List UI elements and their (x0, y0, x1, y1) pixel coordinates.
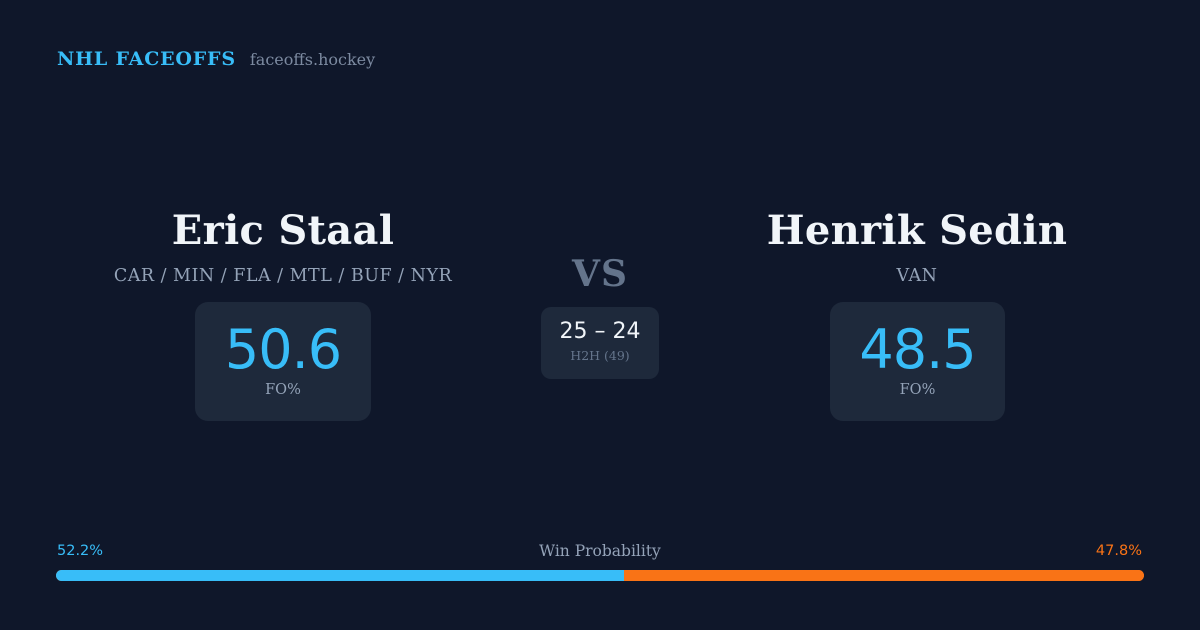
player-right-fo-value: 48.5 (859, 318, 976, 381)
win-prob-bar-left (56, 570, 624, 581)
player-right-name: Henrik Sedin (766, 207, 1068, 254)
brand-domain: faceoffs.hockey (249, 50, 376, 69)
brand-title: NHL FACEOFFS (57, 48, 236, 70)
win-prob-bar-right (623, 570, 1144, 581)
player-left-name: Eric Staal (171, 207, 395, 254)
player-left-teams: CAR / MIN / FLA / MTL / BUF / NYR (113, 266, 453, 286)
win-prob-bar (56, 570, 1144, 581)
player-right-teams: VAN (896, 266, 938, 286)
h2h-card: 25 – 24 H2H (49) (541, 307, 659, 379)
vs-label: VS (572, 253, 628, 295)
player-right: Henrik Sedin VAN (697, 205, 1137, 287)
win-prob-right-value: 47.8% (1095, 543, 1142, 559)
win-prob-left-value: 52.2% (57, 543, 104, 559)
player-right-fo-label: FO% (899, 382, 936, 398)
h2h-label: H2H (49) (570, 348, 630, 363)
h2h-score: 25 – 24 (559, 319, 641, 344)
player-right-fo-card: 48.5 FO% (830, 302, 1005, 421)
win-prob-title: Win Probability (539, 542, 661, 560)
player-left-fo-card: 50.6 FO% (195, 302, 371, 421)
player-left-fo-label: FO% (265, 382, 301, 398)
player-left: Eric Staal CAR / MIN / FLA / MTL / BUF /… (63, 205, 503, 287)
player-left-fo-value: 50.6 (224, 318, 342, 381)
brand-header: NHL FACEOFFS faceoffs.hockey (57, 48, 375, 70)
